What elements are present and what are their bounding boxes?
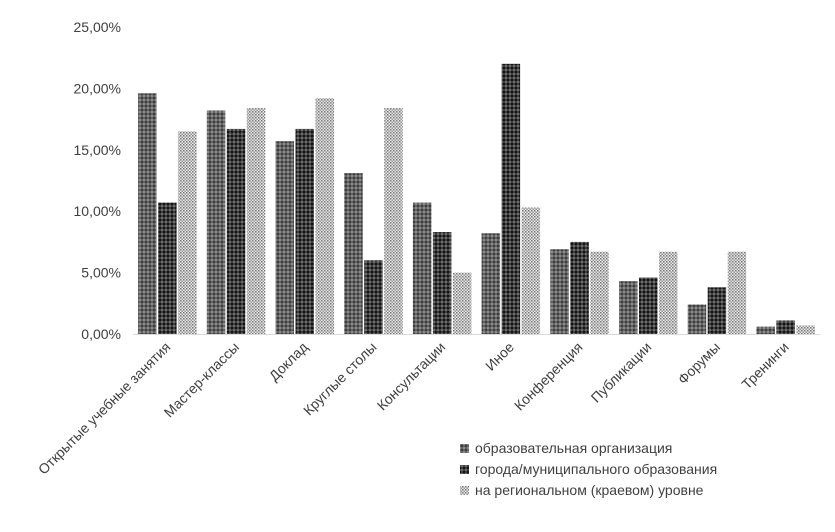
x-tick-label: Публикации xyxy=(588,339,655,406)
bar xyxy=(432,232,452,334)
bar xyxy=(796,325,815,334)
bar xyxy=(412,202,432,334)
x-tick-label: Конференция xyxy=(511,339,586,414)
legend-item: на региональном (краевом) уровне xyxy=(460,482,704,498)
x-tick-label: Иное xyxy=(482,339,517,374)
bar xyxy=(590,251,609,334)
bar xyxy=(756,326,775,334)
bar xyxy=(619,281,638,334)
legend-item: города/муниципального образования xyxy=(460,461,717,477)
y-tick-label: 5,00% xyxy=(81,265,121,281)
bar xyxy=(315,98,334,334)
x-tick-label: Доклад xyxy=(266,339,311,384)
bar xyxy=(384,108,403,334)
bar xyxy=(776,320,795,334)
bar xyxy=(659,251,678,334)
bar xyxy=(707,287,727,334)
legend-swatch xyxy=(460,486,469,495)
legend-label: на региональном (краевом) уровне xyxy=(475,482,704,498)
legend-swatch xyxy=(460,444,469,453)
bar xyxy=(295,128,314,334)
x-tick-label: Круглые столы xyxy=(300,339,380,419)
y-tick-label: 15,00% xyxy=(74,142,121,158)
x-tick-label: Тренинги xyxy=(738,339,791,392)
legend-item: образовательная организация xyxy=(460,440,672,456)
y-tick-label: 25,00% xyxy=(74,19,121,35)
bar xyxy=(364,260,383,334)
x-tick-label: Мастер-классы xyxy=(161,339,243,421)
legend-label: города/муниципального образования xyxy=(475,461,717,477)
bar xyxy=(452,272,472,334)
y-axis: 0,00% 5,00% 10,00% 15,00% 20,00% 25,00% xyxy=(74,19,121,342)
bar xyxy=(481,233,501,334)
bars-group xyxy=(138,63,815,335)
y-tick-label: 0,00% xyxy=(81,326,121,342)
bar xyxy=(246,108,266,334)
bar xyxy=(639,277,658,334)
x-tick-label: Форумы xyxy=(675,339,724,388)
bar xyxy=(178,131,197,334)
y-tick-label: 20,00% xyxy=(74,80,121,96)
bar xyxy=(138,93,157,334)
bar xyxy=(206,110,226,334)
bar xyxy=(727,251,747,334)
y-tick-label: 10,00% xyxy=(74,203,121,219)
bar xyxy=(501,63,521,335)
bar xyxy=(344,173,363,334)
bar xyxy=(275,141,294,334)
bar xyxy=(226,128,246,334)
legend-swatch xyxy=(460,465,469,474)
bar xyxy=(570,241,589,334)
bar xyxy=(158,202,177,334)
x-tick-label: Консультации xyxy=(374,339,449,414)
bar xyxy=(550,249,569,334)
bar xyxy=(521,207,541,334)
bar xyxy=(687,304,707,334)
legend-label: образовательная организация xyxy=(475,440,672,456)
legend: образовательная организация города/муници… xyxy=(460,440,717,498)
x-tick-label: Открытые учебные занятия xyxy=(35,339,174,478)
